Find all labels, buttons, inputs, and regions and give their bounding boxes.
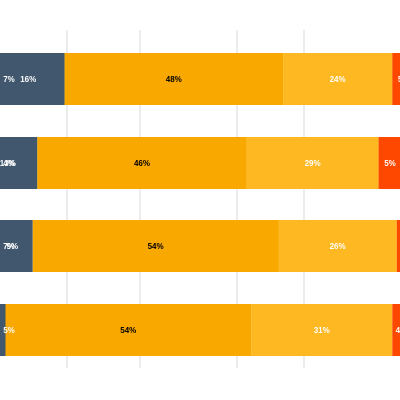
data-label-row3-series4: 26% [330,242,346,251]
data-label-row1-series1: 7% [3,75,15,84]
data-label-row1-series2: 16% [20,75,36,84]
bar-segment-row3-series4 [278,220,397,272]
data-label-row2-series2: 13% [0,159,16,168]
bar-segment-row2-series4 [246,137,379,189]
bar-segment-row1-series4 [283,53,393,105]
bar-segment-row4-series4 [251,304,393,356]
data-label-row1-series3: 48% [166,75,182,84]
bar-segment-row2-series2 [0,137,38,189]
data-label-row4-series4: 31% [314,326,330,335]
bar-segment-row1-series2 [0,53,65,105]
data-label-row2-series3: 46% [134,159,150,168]
bar-segment-row3-series2 [0,220,33,272]
data-label-row2-series1: 4% [3,159,15,168]
data-label-row4-series1: 5% [3,326,15,335]
data-label-row4-series3: 54% [120,326,136,335]
bar-segment-row3-series5 [396,220,400,272]
data-labels: 7%16%48%24%5%1%4%13%46%29%5%2%7%9%54%26%… [0,75,400,335]
bar-segment-row1-series3 [64,53,283,105]
data-label-row1-series5: 5% [398,75,400,84]
data-label-row3-series2: 9% [7,242,19,251]
data-label-row2-series4: 29% [305,159,321,168]
bar-segment-row4-series5 [392,304,400,356]
bar-segment-row1-series5 [392,53,400,105]
data-label-row4-series5: 4% [396,326,400,335]
data-label-row3-series3: 54% [148,242,164,251]
bar-segment-row4-series3 [5,304,252,356]
bar-segment-row4-series2 [0,304,6,356]
bar-segment-row3-series3 [32,220,279,272]
data-label-row2-series5: 5% [384,159,396,168]
bars [0,53,400,356]
data-label-row1-series4: 24% [330,75,346,84]
bar-segment-row2-series5 [378,137,400,189]
data-label-row3-series1: 7% [3,242,15,251]
bar-segment-row2-series3 [37,137,247,189]
